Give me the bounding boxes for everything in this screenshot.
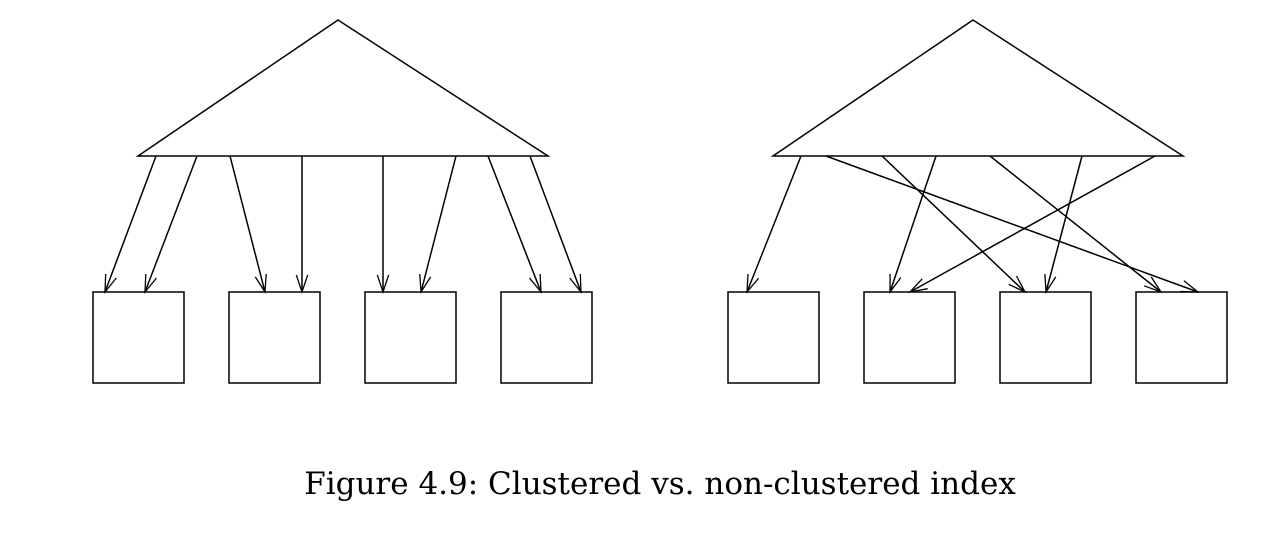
arrowhead xyxy=(889,273,902,294)
data-page xyxy=(228,291,321,384)
pointer-arrow xyxy=(529,155,582,294)
pointer-line xyxy=(909,155,1156,293)
arrowhead xyxy=(144,273,157,294)
pointer-arrow xyxy=(487,155,542,294)
arrowhead xyxy=(1179,280,1200,293)
pointer-arrow xyxy=(376,156,390,295)
pointer-line xyxy=(104,155,157,293)
pointer-arrow xyxy=(295,156,309,295)
pointer-line xyxy=(487,155,542,293)
index-tree-triangle xyxy=(135,19,551,157)
pointer-line xyxy=(1045,155,1083,293)
pointer-line xyxy=(746,155,802,293)
pointer-arrow xyxy=(889,155,937,294)
arrowhead xyxy=(295,274,309,295)
pointer-arrow xyxy=(908,155,1156,293)
pointer-arrow xyxy=(746,155,802,294)
pointer-line xyxy=(989,155,1162,293)
pointer-line xyxy=(420,155,457,293)
pointer-line xyxy=(825,155,1199,293)
arrowhead xyxy=(104,273,117,294)
arrowhead xyxy=(254,273,267,295)
data-page xyxy=(863,291,956,384)
arrowhead xyxy=(908,278,928,293)
pointer-line xyxy=(889,155,937,293)
arrowhead xyxy=(1044,273,1057,295)
data-page xyxy=(1135,291,1228,384)
pointer-arrow xyxy=(229,155,267,295)
arrowhead xyxy=(376,274,390,295)
pointer-arrow xyxy=(144,155,198,294)
pointer-arrow xyxy=(881,155,1027,294)
data-page xyxy=(364,291,457,384)
pointer-arrow xyxy=(104,155,157,294)
index-tree-triangle xyxy=(770,19,1186,157)
figure-caption: Figure 4.9: Clustered vs. non-clustered … xyxy=(304,466,1016,502)
data-page xyxy=(500,291,593,384)
pointer-arrow xyxy=(825,155,1200,293)
non-clustered-index-diagram xyxy=(727,19,1228,384)
pointer-arrow xyxy=(989,155,1163,294)
data-page xyxy=(999,291,1092,384)
pointer-line xyxy=(881,155,1026,293)
pointer-line xyxy=(229,155,266,293)
pointer-line xyxy=(144,155,198,293)
arrowhead xyxy=(528,273,542,294)
arrowhead xyxy=(1143,276,1163,294)
pointer-arrow xyxy=(419,155,457,295)
arrowhead xyxy=(569,273,582,294)
data-page xyxy=(92,291,185,384)
pointer-arrow xyxy=(1044,155,1083,295)
data-page xyxy=(727,291,820,384)
arrowhead xyxy=(746,273,760,294)
arrowhead xyxy=(1008,275,1027,294)
arrowhead xyxy=(419,273,432,295)
pointer-line xyxy=(529,155,582,293)
clustered-index-diagram xyxy=(92,19,593,384)
